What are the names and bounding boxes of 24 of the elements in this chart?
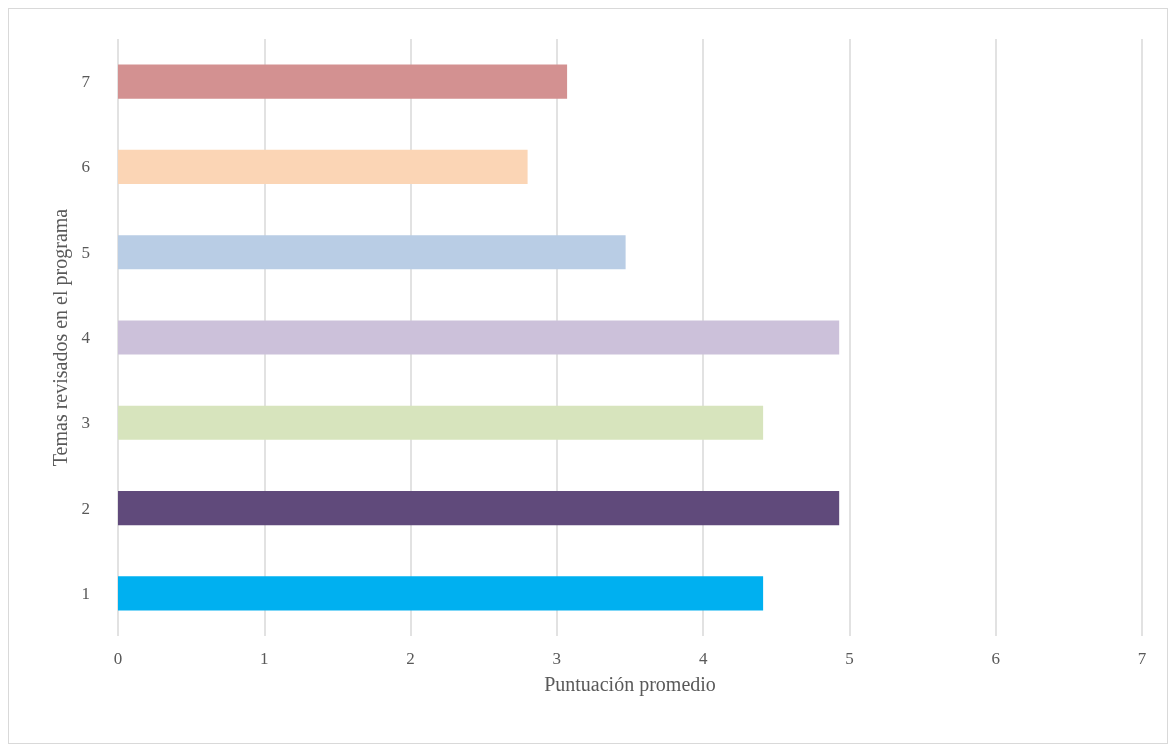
- y-tick-label: 5: [81, 242, 90, 262]
- bar: [118, 405, 764, 440]
- bar: [118, 320, 840, 355]
- y-tick-label: 2: [81, 498, 90, 518]
- x-tick-label: 3: [552, 649, 562, 668]
- x-tick-label: 7: [1137, 649, 1147, 668]
- x-tick-label: 1: [260, 649, 269, 668]
- bar: [118, 64, 568, 99]
- bar: [118, 235, 626, 270]
- x-tick-label: 6: [991, 649, 1000, 668]
- x-tick-label: 5: [845, 649, 854, 668]
- bar: [118, 491, 840, 526]
- x-tick-label: 2: [406, 649, 415, 668]
- y-tick-label: 6: [81, 157, 90, 177]
- y-tick-label: 3: [81, 413, 90, 433]
- y-tick-label: 7: [81, 72, 91, 92]
- bar: [118, 149, 528, 184]
- x-tick-label: 0: [113, 649, 123, 668]
- y-axis-title: Temas revisados en el programa: [49, 208, 72, 467]
- x-axis-title: Puntuación promedio: [544, 673, 716, 696]
- y-tick-label: 1: [81, 583, 90, 603]
- y-tick-label: 4: [81, 328, 91, 347]
- x-tick-label: 4: [698, 649, 708, 668]
- bar: [118, 576, 764, 611]
